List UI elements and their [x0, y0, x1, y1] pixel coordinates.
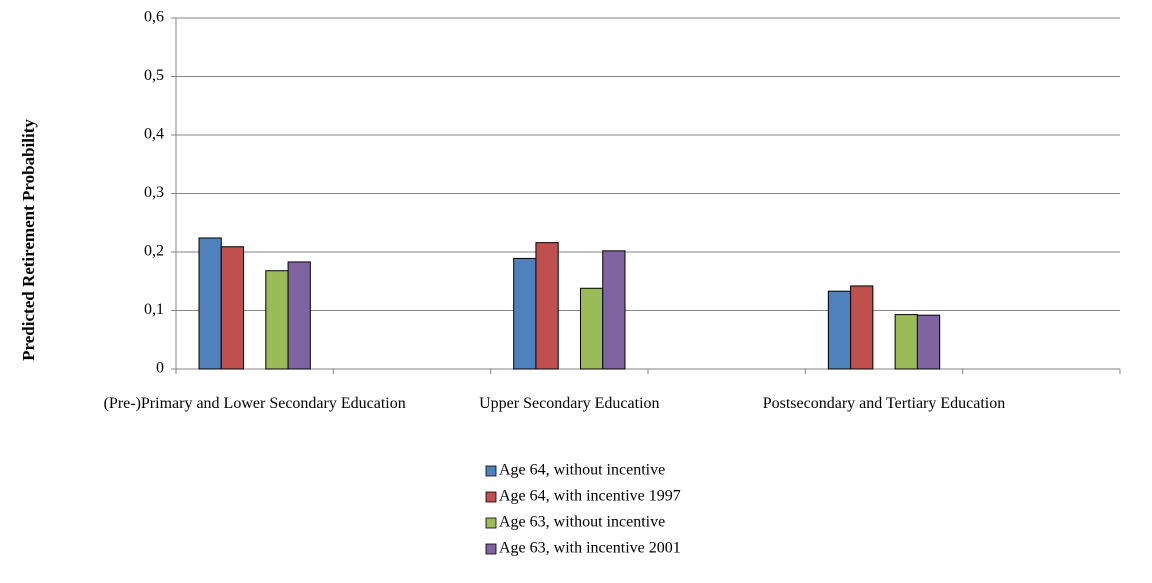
- legend-label: Age 63, without incentive: [499, 514, 665, 531]
- legend-label: Age 63, with incentive 2001: [499, 540, 681, 557]
- bar: [827, 290, 852, 370]
- bar: [894, 314, 918, 370]
- legend-swatch: [485, 465, 497, 477]
- legend-swatch: [485, 517, 497, 529]
- y-tick-label: 0: [156, 360, 164, 377]
- bar: [850, 285, 874, 370]
- y-tick-label: 0,6: [144, 9, 164, 26]
- bar: [602, 250, 626, 370]
- bar: [287, 261, 311, 370]
- bar: [916, 314, 941, 370]
- x-tick-label: (Pre-)Primary and Lower Secondary Educat…: [103, 395, 406, 412]
- x-tick-label: Postsecondary and Tertiary Education: [762, 395, 1006, 412]
- y-axis-title: Predicted Retirement Probability: [19, 119, 38, 361]
- bar: [198, 237, 222, 370]
- legend-label: Age 64, without incentive: [499, 462, 665, 479]
- legend-label: Age 64, with incentive 1997: [499, 488, 681, 505]
- bar: [535, 242, 559, 370]
- legend-swatch: [485, 491, 497, 503]
- bar: [265, 270, 289, 370]
- y-tick-label: 0,2: [144, 243, 164, 260]
- y-tick-label: 0,5: [144, 67, 164, 84]
- x-tick-label: Upper Secondary Education: [479, 395, 660, 412]
- legend-swatch: [485, 543, 497, 555]
- y-tick-label: 0,4: [144, 126, 164, 143]
- y-tick-label: 0,3: [144, 184, 164, 201]
- y-tick-label: 0,1: [144, 301, 164, 318]
- bar: [220, 246, 245, 370]
- bar: [513, 257, 537, 370]
- bar: [579, 287, 604, 370]
